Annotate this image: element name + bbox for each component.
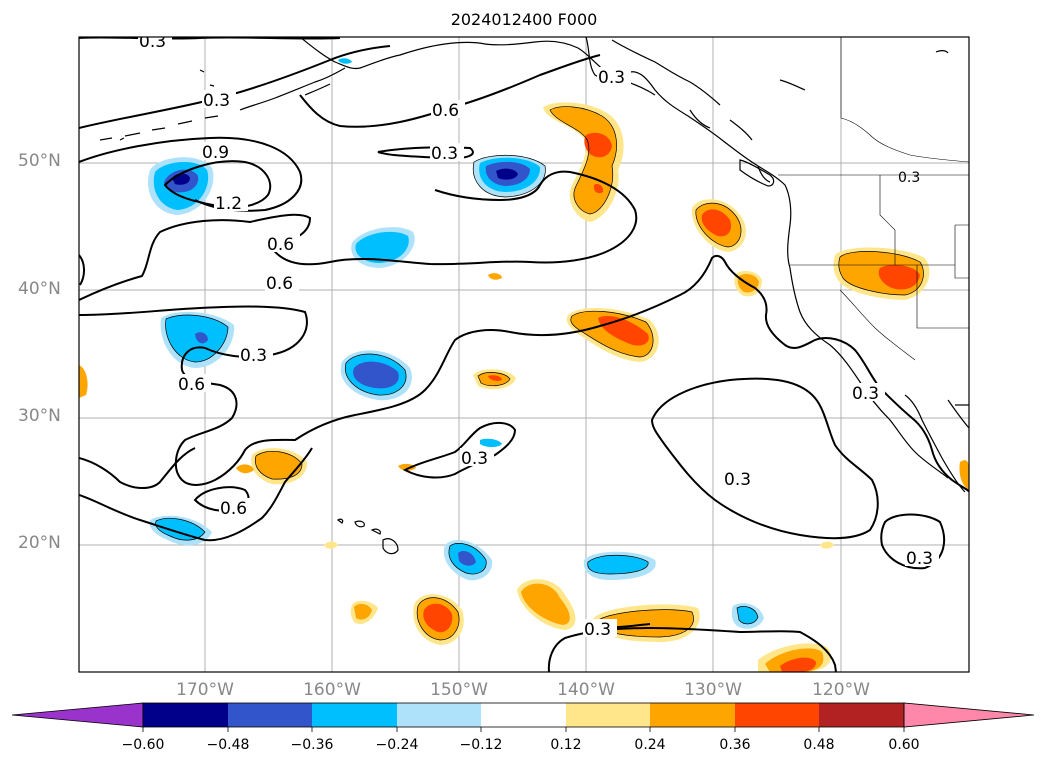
contour-label: 0.6 [267, 235, 294, 255]
contour-label: 0.3 [584, 620, 611, 640]
contour-label: 0.3 [898, 170, 920, 186]
contour-label: 0.3 [724, 470, 751, 490]
lon-label: 120°W [812, 680, 870, 700]
lat-label: 30°N [18, 406, 61, 426]
contour-label: 0.9 [202, 143, 229, 163]
colorbar-tick-label: −0.48 [206, 737, 250, 753]
contour-label: 0.3 [852, 384, 879, 404]
colorbar-cell [819, 703, 904, 727]
map-frame [78, 36, 970, 673]
contour-label: 0.3 [139, 32, 166, 52]
colorbar-extend-high [903, 702, 1035, 728]
borders [778, 37, 969, 361]
colorbar-cell [481, 703, 566, 727]
colorbar-tick-label: 0.36 [719, 737, 751, 753]
fill-outlines [155, 106, 924, 641]
colorbar-tick-label: −0.60 [121, 737, 165, 753]
colorbar [11, 702, 1035, 732]
contour-label: 0.3 [906, 549, 933, 569]
lat-label: 40°N [18, 279, 61, 299]
lat-label: 50°N [18, 151, 61, 171]
coastlines [99, 37, 969, 555]
colorbar-tick-label: 0.12 [550, 737, 582, 753]
colorbar-cell [566, 703, 650, 727]
positive-anomaly-fills [79, 102, 969, 672]
contour-label: 0.3 [461, 449, 488, 469]
lat-label: 20°N [18, 533, 61, 553]
colorbar-tick-label: 0.24 [634, 737, 666, 753]
contour-label: 0.3 [240, 346, 267, 366]
contour-label: 0.6 [220, 499, 247, 519]
negative-anomaly-fills [148, 58, 764, 629]
contour-label: 0.3 [431, 144, 458, 164]
colorbar-cell [650, 703, 735, 727]
map-title: 2024012400 F000 [450, 10, 598, 29]
contour-label: 0.6 [178, 375, 205, 395]
colorbar-cell [228, 703, 312, 727]
colorbar-tick-label: −0.36 [290, 737, 334, 753]
lon-label: 130°W [684, 680, 742, 700]
colorbar-frame [142, 702, 905, 728]
lon-label: 150°W [430, 680, 488, 700]
colorbar-tick-label: 0.60 [888, 737, 920, 753]
lon-label: 160°W [303, 680, 361, 700]
colorbar-cell [397, 703, 481, 727]
lon-label: 170°W [176, 680, 234, 700]
colorbar-cell [143, 703, 228, 727]
colorbar-cell [735, 703, 819, 727]
colorbar-tick-label: −0.24 [375, 737, 419, 753]
contour-label: 0.3 [203, 91, 230, 111]
colorbar-cell [312, 703, 397, 727]
colorbar-tick-label: −0.12 [459, 737, 503, 753]
contour-label: 0.3 [598, 68, 625, 88]
colorbar-extend-low [11, 702, 144, 728]
contour-label: 0.6 [432, 101, 459, 121]
lon-label: 140°W [557, 680, 615, 700]
contour-label: 0.6 [266, 274, 293, 294]
colorbar-tick-label: 0.48 [803, 737, 835, 753]
contour-labels: 0.3 0.3 0.6 0.3 0.9 1.2 0.6 0.6 0.3 0.6 … [138, 32, 939, 640]
contour-label: 1.2 [215, 194, 242, 214]
